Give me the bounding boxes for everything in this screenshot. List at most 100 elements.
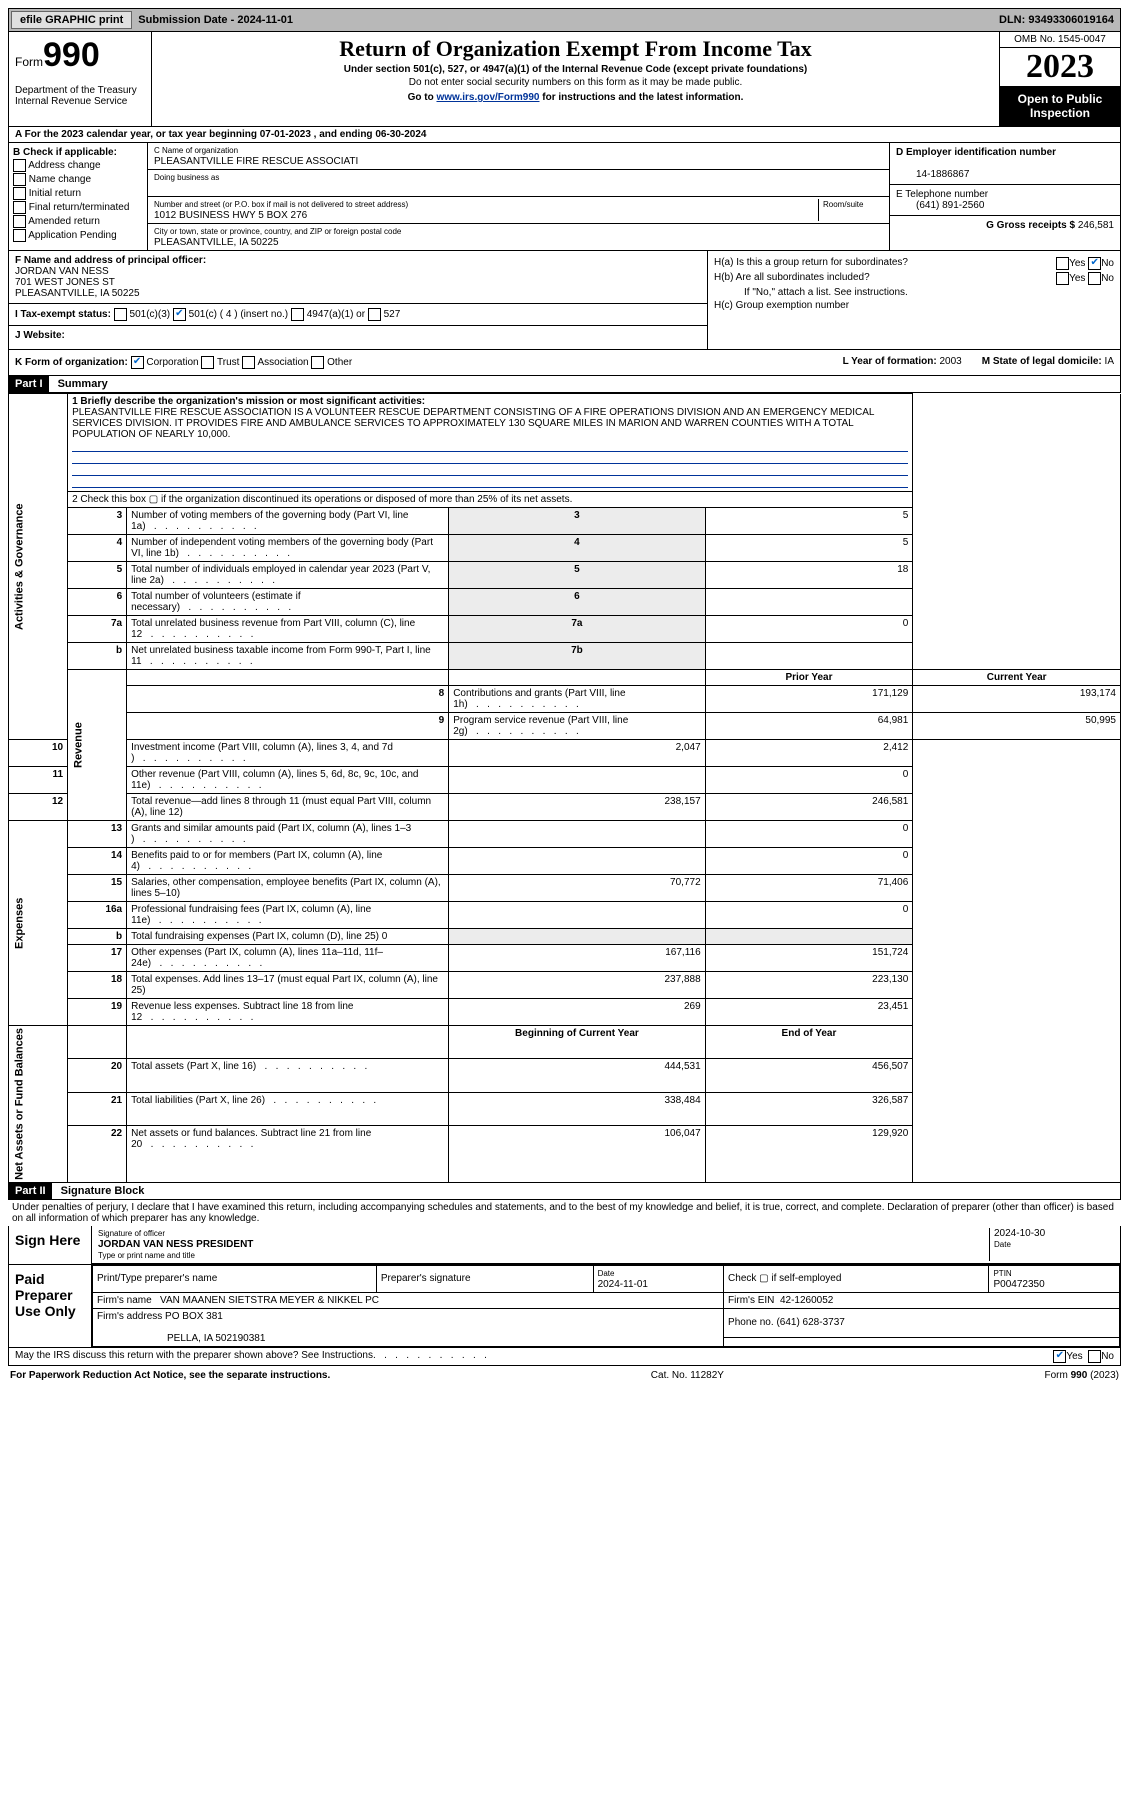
ha-yes[interactable] bbox=[1056, 257, 1069, 270]
section-revenue: Revenue bbox=[68, 670, 127, 821]
city-cell: City or town, state or province, country… bbox=[148, 224, 889, 250]
line17: 17Other expenses (Part IX, column (A), l… bbox=[9, 945, 1121, 972]
main-title: Return of Organization Exempt From Incom… bbox=[156, 36, 995, 62]
grid-fgh: F Name and address of principal officer:… bbox=[8, 251, 1121, 350]
officer-sig: JORDAN VAN NESS PRESIDENT bbox=[98, 1239, 253, 1250]
line10: 10Investment income (Part VIII, column (… bbox=[9, 740, 1121, 767]
line9: 9Program service revenue (Part VIII, lin… bbox=[9, 713, 1121, 740]
website-label: J Website: bbox=[15, 330, 65, 341]
org-name-cell: C Name of organization PLEASANTVILLE FIR… bbox=[148, 143, 889, 170]
line15: 15Salaries, other compensation, employee… bbox=[9, 875, 1121, 902]
col-b-label: B Check if applicable: bbox=[13, 147, 117, 158]
line1: 1 Briefly describe the organization's mi… bbox=[68, 394, 913, 492]
org-name: PLEASANTVILLE FIRE RESCUE ASSOCIATI bbox=[154, 156, 358, 167]
phone-value: (641) 891-2560 bbox=[916, 200, 984, 211]
dba-cell: Doing business as bbox=[148, 170, 889, 197]
chk-name-change[interactable]: Name change bbox=[13, 173, 143, 186]
officer-label: F Name and address of principal officer: bbox=[15, 255, 206, 266]
paid-preparer-section: Paid Preparer Use Only Print/Type prepar… bbox=[8, 1265, 1121, 1348]
addr-cell: Number and street (or P.O. box if mail i… bbox=[148, 197, 889, 224]
street-address: 1012 BUSINESS HWY 5 BOX 276 bbox=[154, 210, 307, 221]
line2: 2 Check this box ▢ if the organization d… bbox=[68, 492, 913, 508]
chk-assoc[interactable] bbox=[242, 356, 255, 369]
line13: Expenses 13Grants and similar amounts pa… bbox=[9, 821, 1121, 848]
chk-527[interactable] bbox=[368, 308, 381, 321]
fgh-right: H(a) Is this a group return for subordin… bbox=[708, 251, 1120, 349]
form-ref: Form 990 (2023) bbox=[1045, 1370, 1119, 1381]
form-header: Form990 Department of the Treasury Inter… bbox=[8, 32, 1121, 127]
discuss-no[interactable] bbox=[1088, 1350, 1101, 1363]
page-footer: For Paperwork Reduction Act Notice, see … bbox=[8, 1366, 1121, 1385]
chk-501c[interactable] bbox=[173, 308, 186, 321]
chk-amended[interactable]: Amended return bbox=[13, 215, 143, 228]
bal-header-row: Net Assets or Fund Balances Beginning of… bbox=[9, 1026, 1121, 1059]
line8: 8Contributions and grants (Part VIII, li… bbox=[9, 686, 1121, 713]
org-name-label: C Name of organization bbox=[154, 146, 238, 155]
tax-year: 2023 bbox=[1000, 48, 1120, 86]
phone-label: E Telephone number bbox=[896, 189, 988, 200]
col-c: C Name of organization PLEASANTVILLE FIR… bbox=[148, 143, 889, 250]
line21: 21Total liabilities (Part X, line 26)338… bbox=[9, 1092, 1121, 1125]
pra-notice: For Paperwork Reduction Act Notice, see … bbox=[10, 1370, 330, 1381]
prep-name-hdr: Print/Type preparer's name bbox=[93, 1265, 377, 1292]
line11: 11Other revenue (Part VIII, column (A), … bbox=[9, 767, 1121, 794]
addr-label: Number and street (or P.O. box if mail i… bbox=[154, 200, 408, 209]
chk-corp[interactable] bbox=[131, 356, 144, 369]
hc-row: H(c) Group exemption number bbox=[714, 300, 1114, 311]
section-governance: Activities & Governance bbox=[9, 394, 68, 740]
sign-here-label: Sign Here bbox=[9, 1226, 92, 1264]
efile-print-btn[interactable]: efile GRAPHIC print bbox=[11, 11, 132, 29]
line22: 22Net assets or fund balances. Subtract … bbox=[9, 1126, 1121, 1182]
row-klm: K Form of organization: Corporation Trus… bbox=[8, 350, 1121, 376]
preparer-table: Print/Type preparer's name Preparer's si… bbox=[92, 1265, 1120, 1347]
room-label: Room/suite bbox=[823, 200, 863, 209]
phone-cell: E Telephone number (641) 891-2560 bbox=[890, 185, 1120, 216]
hb-no[interactable] bbox=[1088, 272, 1101, 285]
mission-text: PLEASANTVILLE FIRE RESCUE ASSOCIATION IS… bbox=[72, 407, 874, 440]
chk-initial-return[interactable]: Initial return bbox=[13, 187, 143, 200]
sig-row-1: Signature of officerJORDAN VAN NESS PRES… bbox=[92, 1226, 1120, 1264]
summary-table: Activities & Governance 1 Briefly descri… bbox=[8, 393, 1121, 1183]
discuss-yes[interactable] bbox=[1053, 1350, 1066, 1363]
tax-status-label: I Tax-exempt status: bbox=[15, 309, 111, 320]
section-expenses: Expenses bbox=[9, 821, 68, 1026]
form-number-box: Form990 Department of the Treasury Inter… bbox=[9, 32, 152, 126]
ptin-cell: PTINP00472350 bbox=[989, 1265, 1120, 1292]
firm-phone-cell: Phone no. (641) 628-3737 bbox=[724, 1308, 1120, 1337]
line18: 18Total expenses. Add lines 13–17 (must … bbox=[9, 972, 1121, 999]
dba-label: Doing business as bbox=[154, 173, 219, 182]
chk-4947[interactable] bbox=[291, 308, 304, 321]
chk-final-return[interactable]: Final return/terminated bbox=[13, 201, 143, 214]
firm-name-cell: Firm's name VAN MAANEN SIETSTRA MEYER & … bbox=[93, 1292, 724, 1308]
title-box: Return of Organization Exempt From Incom… bbox=[152, 32, 1000, 126]
line14: 14Benefits paid to or for members (Part … bbox=[9, 848, 1121, 875]
officer-addr1: 701 WEST JONES ST bbox=[15, 277, 115, 288]
ha-row: H(a) Is this a group return for subordin… bbox=[714, 257, 1114, 270]
chk-address-change[interactable]: Address change bbox=[13, 159, 143, 172]
ha-no[interactable] bbox=[1088, 257, 1101, 270]
treasury-dept: Department of the Treasury Internal Reve… bbox=[15, 85, 145, 107]
col-b-checkboxes: B Check if applicable: Address change Na… bbox=[9, 143, 148, 250]
hb-note: If "No," attach a list. See instructions… bbox=[744, 287, 1114, 298]
col-de: D Employer identification number 14-1886… bbox=[889, 143, 1120, 250]
ein-label: D Employer identification number bbox=[896, 147, 1056, 158]
chk-trust[interactable] bbox=[201, 356, 214, 369]
row-a-taxyear: A For the 2023 calendar year, or tax yea… bbox=[8, 127, 1121, 143]
sig-date: 2024-10-30 bbox=[994, 1228, 1045, 1239]
gross-value: 246,581 bbox=[1078, 220, 1114, 231]
subtitle-1: Under section 501(c), 527, or 4947(a)(1)… bbox=[156, 64, 995, 75]
line19: 19Revenue less expenses. Subtract line 1… bbox=[9, 999, 1121, 1026]
discuss-row: May the IRS discuss this return with the… bbox=[8, 1348, 1121, 1366]
line12: 12Total revenue—add lines 8 through 11 (… bbox=[9, 794, 1121, 821]
chk-other[interactable] bbox=[311, 356, 324, 369]
line3: 3Number of voting members of the governi… bbox=[9, 508, 1121, 535]
chk-501c3[interactable] bbox=[114, 308, 127, 321]
k-form-org: K Form of organization: Corporation Trus… bbox=[15, 356, 843, 369]
hb-label: H(b) Are all subordinates included? bbox=[714, 272, 870, 285]
form-number: 990 bbox=[43, 36, 100, 74]
k-label: K Form of organization: bbox=[15, 357, 128, 368]
irs-link[interactable]: www.irs.gov/Form990 bbox=[436, 92, 539, 103]
line7a: 7aTotal unrelated business revenue from … bbox=[9, 616, 1121, 643]
chk-app-pending[interactable]: Application Pending bbox=[13, 229, 143, 242]
hb-yes[interactable] bbox=[1056, 272, 1069, 285]
